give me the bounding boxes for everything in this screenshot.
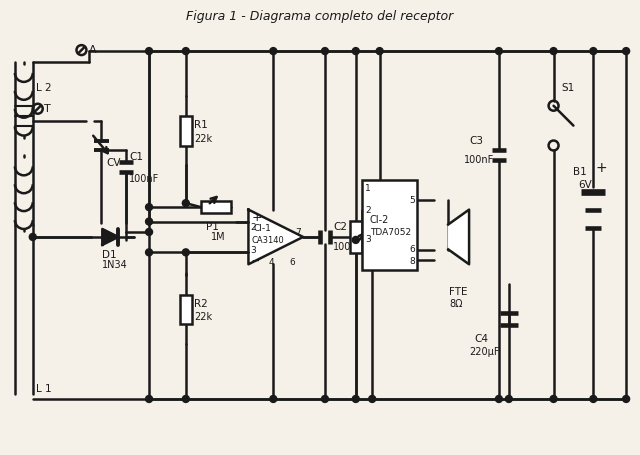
Circle shape bbox=[550, 48, 557, 55]
Bar bbox=[448, 224, 456, 249]
Circle shape bbox=[182, 395, 189, 402]
Circle shape bbox=[145, 204, 152, 211]
Text: R2: R2 bbox=[194, 298, 207, 308]
Text: 22k: 22k bbox=[194, 313, 212, 323]
Circle shape bbox=[352, 395, 359, 402]
Text: 7: 7 bbox=[295, 228, 301, 238]
Text: 8: 8 bbox=[409, 257, 415, 266]
Circle shape bbox=[352, 237, 359, 243]
Circle shape bbox=[321, 48, 328, 55]
Text: 6V: 6V bbox=[579, 180, 592, 190]
Text: 3: 3 bbox=[250, 246, 256, 255]
Text: B1: B1 bbox=[573, 167, 587, 177]
Circle shape bbox=[270, 48, 276, 55]
Text: 47k: 47k bbox=[374, 237, 392, 247]
Text: S1: S1 bbox=[561, 83, 575, 93]
Text: 6: 6 bbox=[289, 258, 295, 267]
Text: C1: C1 bbox=[129, 152, 143, 162]
Circle shape bbox=[590, 48, 596, 55]
Circle shape bbox=[182, 48, 189, 55]
Text: 100nF: 100nF bbox=[333, 242, 363, 252]
Circle shape bbox=[321, 395, 328, 402]
Text: 100nF: 100nF bbox=[129, 174, 159, 184]
Bar bbox=[362, 180, 417, 270]
Text: L 1: L 1 bbox=[36, 384, 51, 394]
Circle shape bbox=[550, 395, 557, 402]
Text: 22k: 22k bbox=[194, 134, 212, 143]
Text: C3: C3 bbox=[469, 136, 483, 146]
Circle shape bbox=[623, 48, 630, 55]
Text: CI-1: CI-1 bbox=[253, 224, 271, 233]
Circle shape bbox=[29, 233, 36, 240]
Circle shape bbox=[182, 249, 189, 256]
Bar bbox=[350, 221, 362, 253]
Bar bbox=[180, 294, 192, 324]
Text: P1: P1 bbox=[205, 222, 219, 232]
Circle shape bbox=[495, 48, 502, 55]
Circle shape bbox=[376, 48, 383, 55]
Circle shape bbox=[145, 249, 152, 256]
Text: 1: 1 bbox=[365, 184, 371, 193]
Text: 100nF: 100nF bbox=[464, 156, 494, 166]
Text: 8Ω: 8Ω bbox=[449, 298, 463, 308]
Bar bbox=[180, 116, 192, 146]
Text: C4: C4 bbox=[474, 334, 488, 344]
Text: CI-2: CI-2 bbox=[370, 215, 389, 225]
Text: A: A bbox=[88, 45, 96, 55]
Text: 1N34: 1N34 bbox=[102, 260, 128, 270]
Text: –: – bbox=[252, 253, 259, 268]
Circle shape bbox=[182, 200, 189, 207]
Text: 4: 4 bbox=[268, 258, 274, 267]
Text: +: + bbox=[595, 162, 607, 175]
Circle shape bbox=[145, 218, 152, 225]
Circle shape bbox=[369, 395, 376, 402]
Circle shape bbox=[495, 395, 502, 402]
Circle shape bbox=[270, 395, 276, 402]
Text: T: T bbox=[44, 104, 51, 114]
Text: R1: R1 bbox=[194, 120, 207, 130]
Circle shape bbox=[590, 395, 596, 402]
Polygon shape bbox=[102, 229, 118, 245]
Text: 3: 3 bbox=[365, 235, 371, 244]
Text: 5: 5 bbox=[409, 196, 415, 205]
Text: L 2: L 2 bbox=[36, 83, 51, 93]
Circle shape bbox=[352, 48, 359, 55]
Circle shape bbox=[623, 395, 630, 402]
Polygon shape bbox=[448, 210, 469, 264]
Text: D1: D1 bbox=[102, 250, 117, 260]
Polygon shape bbox=[248, 210, 303, 264]
Text: Figura 1 - Diagrama completo del receptor: Figura 1 - Diagrama completo del recepto… bbox=[186, 10, 454, 23]
Text: +: + bbox=[252, 211, 262, 224]
Circle shape bbox=[145, 48, 152, 55]
Text: CV: CV bbox=[106, 158, 121, 168]
Circle shape bbox=[506, 395, 512, 402]
Text: 6: 6 bbox=[409, 245, 415, 254]
Text: FTE: FTE bbox=[449, 287, 468, 297]
Text: 220μF: 220μF bbox=[469, 347, 500, 357]
Bar bbox=[201, 201, 230, 213]
Circle shape bbox=[145, 395, 152, 402]
Text: TDA7052: TDA7052 bbox=[370, 228, 411, 238]
Text: C2: C2 bbox=[333, 222, 347, 232]
Text: CA3140: CA3140 bbox=[252, 237, 284, 245]
Text: 2: 2 bbox=[365, 206, 371, 215]
Text: 1M: 1M bbox=[211, 232, 225, 242]
Circle shape bbox=[145, 228, 152, 235]
Text: P2: P2 bbox=[374, 224, 387, 234]
Text: 2: 2 bbox=[250, 223, 256, 232]
